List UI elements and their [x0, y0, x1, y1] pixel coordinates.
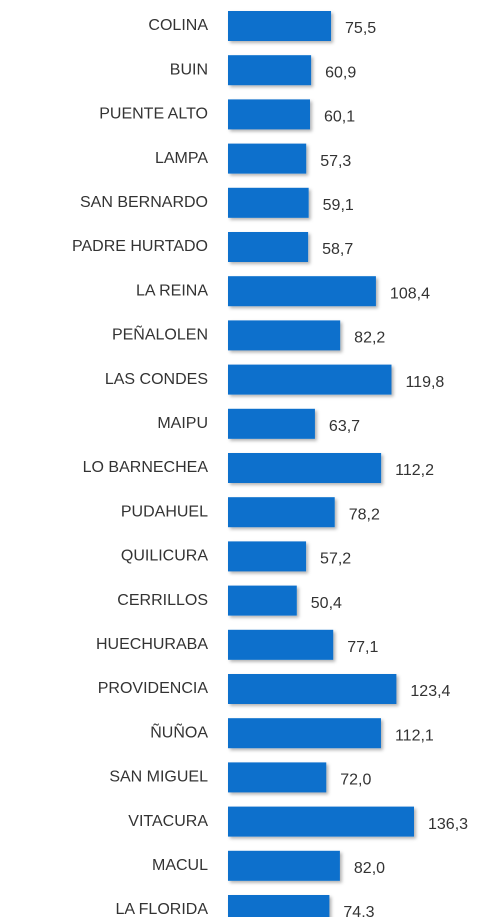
value-label: 58,7 — [322, 241, 353, 258]
value-label: 74,3 — [343, 904, 374, 917]
category-label: ÑUÑOA — [150, 721, 208, 741]
category-label: PADRE HURTADO — [72, 238, 208, 255]
value-label: 123,4 — [410, 683, 450, 700]
category-label: PUENTE ALTO — [99, 106, 208, 123]
bar — [228, 629, 334, 660]
bar — [228, 895, 330, 917]
bar — [228, 585, 297, 616]
bar — [228, 232, 309, 262]
category-label: BUIN — [170, 61, 208, 78]
category-label: QUILICURA — [121, 548, 208, 565]
value-label: 72,0 — [340, 772, 371, 789]
bar — [228, 674, 397, 704]
category-label: SAN BERNARDO — [80, 194, 208, 211]
bar — [228, 99, 311, 130]
bar — [228, 718, 381, 749]
value-label: 59,1 — [323, 197, 354, 214]
category-label: LAMPA — [155, 150, 208, 167]
category-label: PEÑALOLEN — [112, 324, 208, 344]
category-label: HUECHURABA — [96, 636, 208, 653]
bar — [228, 55, 312, 86]
bar — [228, 806, 414, 837]
category-label: PUDAHUEL — [121, 503, 208, 520]
value-label: 82,2 — [354, 330, 385, 347]
category-label: COLINA — [148, 17, 208, 34]
value-label: 60,9 — [325, 64, 356, 81]
value-label: 63,7 — [329, 418, 360, 435]
category-label: LO BARNECHEA — [83, 459, 209, 476]
category-label: SAN MIGUEL — [109, 769, 208, 786]
value-label: 60,1 — [324, 109, 355, 126]
value-label: 136,3 — [428, 816, 468, 833]
bar — [228, 541, 307, 572]
category-label: LA FLORIDA — [116, 901, 209, 917]
value-label: 82,0 — [354, 860, 385, 877]
category-label: MACUL — [152, 857, 208, 874]
bar — [228, 364, 392, 395]
value-label: 119,8 — [405, 374, 444, 391]
category-label: PROVIDENCIA — [98, 680, 209, 697]
bar — [228, 320, 341, 351]
bar — [228, 762, 327, 793]
category-label: LAS CONDES — [105, 371, 208, 388]
bar — [228, 276, 376, 307]
category-label: MAIPU — [157, 415, 208, 432]
bar — [228, 187, 309, 218]
value-label: 75,5 — [345, 20, 376, 37]
bar — [228, 497, 335, 528]
bar — [228, 850, 340, 881]
bar — [228, 143, 307, 174]
value-label: 57,3 — [320, 153, 351, 170]
category-label: VITACURA — [128, 813, 208, 830]
value-label: 112,2 — [395, 462, 434, 479]
value-label: 50,4 — [311, 595, 342, 612]
bar — [228, 453, 382, 483]
bar — [228, 11, 332, 41]
value-label: 108,4 — [390, 285, 430, 302]
category-label: CERRILLOS — [117, 592, 208, 609]
bar — [228, 408, 315, 439]
value-label: 77,1 — [347, 639, 378, 656]
category-label: LA REINA — [136, 282, 208, 299]
value-label: 78,2 — [349, 506, 380, 523]
value-label: 57,2 — [320, 551, 351, 568]
value-label: 112,1 — [395, 727, 434, 744]
